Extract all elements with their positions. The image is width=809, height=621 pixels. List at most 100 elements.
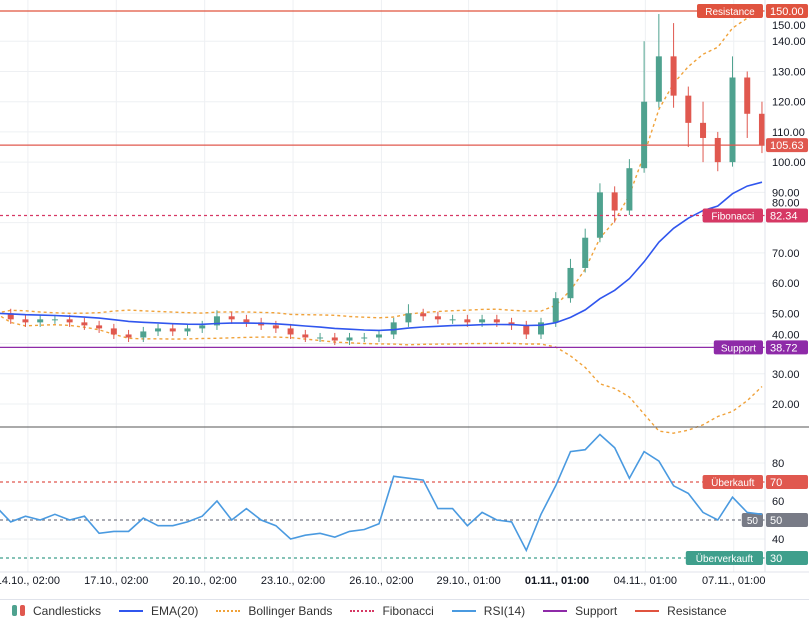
rsi-oversold-label: Überverkauft <box>696 553 753 565</box>
support-value-tag <box>766 340 808 355</box>
x-tick-label: 26.10., 02:00 <box>349 575 413 587</box>
rsi-pane <box>0 433 763 553</box>
candle-body <box>317 337 324 339</box>
candle-body <box>405 313 412 323</box>
y-tick-label: 80.00 <box>772 198 800 210</box>
x-tick-label: 17.10., 02:00 <box>84 575 148 587</box>
candle-body <box>449 319 456 321</box>
candle-body <box>228 316 235 320</box>
candle-body <box>110 328 117 335</box>
rsi-mid-label: 50 <box>747 516 759 527</box>
fibonacci-value: 82.34 <box>770 211 798 223</box>
y-tick-label: 100.00 <box>772 157 806 169</box>
x-tick-label: 04.11., 01:00 <box>614 575 677 587</box>
bollinger-upper <box>0 14 763 319</box>
candle-body <box>744 77 751 114</box>
candle-body <box>169 328 176 332</box>
candle-body <box>700 122 707 138</box>
x-tick-label: 07.11., 01:00 <box>702 575 765 587</box>
y-tick-label: 70.00 <box>772 248 800 260</box>
grid <box>0 0 765 572</box>
legend-item-fibonacci[interactable]: Fibonacci <box>350 603 434 618</box>
legend-label: EMA(20) <box>151 603 199 618</box>
legend-item-resistance[interactable]: Resistance <box>635 603 727 618</box>
rsi-overbought-label: Überkauft <box>711 477 755 489</box>
rsi-oversold-value-tag <box>766 551 808 565</box>
candle-body <box>420 313 427 317</box>
legend-label: Bollinger Bands <box>248 603 333 618</box>
axes: 14.10., 02:00 17.10., 02:00 20.10., 02:00 2… <box>0 0 809 587</box>
candle-body <box>243 319 250 323</box>
rsi-tick-label: 60 <box>772 496 784 508</box>
candle-body <box>302 334 309 338</box>
candle-body <box>685 95 692 123</box>
candle-body <box>346 337 353 341</box>
line-swatch-icon <box>543 609 568 612</box>
candle-body <box>22 319 29 323</box>
legend-label: Fibonacci <box>382 603 434 618</box>
candle-body <box>81 322 88 326</box>
legend-item-rsi[interactable]: RSI(14) <box>451 604 525 618</box>
rsi-line <box>0 433 763 553</box>
y-tick-label: 90.00 <box>772 187 800 199</box>
bollinger-lower <box>0 314 763 434</box>
last-price-value-tag <box>766 138 808 153</box>
candle-body <box>611 192 618 211</box>
level-lines: Resistance 150.00 Fibonacci 82.34 Support 38.… <box>0 4 808 565</box>
candle-body <box>7 313 14 320</box>
y-tick-label: 50.00 <box>772 308 800 320</box>
y-tick-label: 140.00 <box>772 36 806 48</box>
y-tick-label: 120.00 <box>772 97 806 109</box>
last-price-value: 105.63 <box>770 140 804 152</box>
support-value: 38.72 <box>770 342 798 354</box>
legend-label: Resistance <box>667 603 727 618</box>
candle-body <box>272 325 279 329</box>
candle-body <box>479 319 486 323</box>
candle-body <box>493 319 500 323</box>
resistance-tag <box>697 4 763 18</box>
candle-body <box>51 319 58 321</box>
y-tick-label: 30.00 <box>772 369 800 381</box>
legend-item-candlesticks[interactable]: Candlesticks <box>12 604 101 618</box>
rsi-oversold-tag <box>685 551 763 565</box>
y-tick-label: 110.00 <box>772 127 805 139</box>
x-tick-label: 20.10., 02:00 <box>173 575 237 587</box>
legend-item-ema[interactable]: EMA(20) <box>119 604 198 618</box>
candle-body <box>596 192 603 238</box>
candle-body <box>626 168 633 211</box>
fibonacci-value-tag <box>766 208 808 223</box>
candlestick-icon <box>12 605 25 616</box>
candlesticks <box>7 14 765 346</box>
support-tag <box>713 340 763 355</box>
resistance-value: 150.00 <box>770 6 804 18</box>
candle-body <box>66 319 73 323</box>
legend-item-bollinger[interactable]: Bollinger Bands <box>216 604 332 618</box>
line-swatch-icon <box>350 609 375 612</box>
candle-body <box>538 322 545 335</box>
legend-item-support[interactable]: Support <box>543 604 617 618</box>
x-tick-label: 29.10., 01:00 <box>436 575 500 587</box>
candle-body <box>331 337 338 341</box>
candle-body <box>155 328 162 332</box>
line-swatch-icon <box>635 609 660 612</box>
y-tick-label: 150.00 <box>772 20 806 32</box>
x-tick-label: 14.10., 02:00 <box>0 575 60 587</box>
candle-body <box>140 331 147 338</box>
fibonacci-tag <box>702 208 763 223</box>
rsi-overbought-tag <box>702 475 763 489</box>
candle-body <box>434 316 441 320</box>
x-tick-label: 23.10., 02:00 <box>261 575 325 587</box>
candle-body <box>287 328 294 335</box>
rsi-mid-tag <box>741 513 763 527</box>
fibonacci-label: Fibonacci <box>711 212 754 223</box>
bollinger-bands <box>0 14 763 434</box>
x-tick-label: 01.11., 01:00 <box>525 575 589 587</box>
candle-body <box>125 334 132 338</box>
rsi-tick-label: 80 <box>772 458 784 470</box>
price-chart[interactable]: Resistance 150.00 Fibonacci 82.34 Support 38.… <box>0 0 809 598</box>
legend-label: Candlesticks <box>33 603 102 618</box>
candle-body <box>714 137 721 163</box>
candle-body <box>552 298 559 323</box>
line-swatch-icon <box>451 609 476 612</box>
candle-body <box>729 77 736 163</box>
